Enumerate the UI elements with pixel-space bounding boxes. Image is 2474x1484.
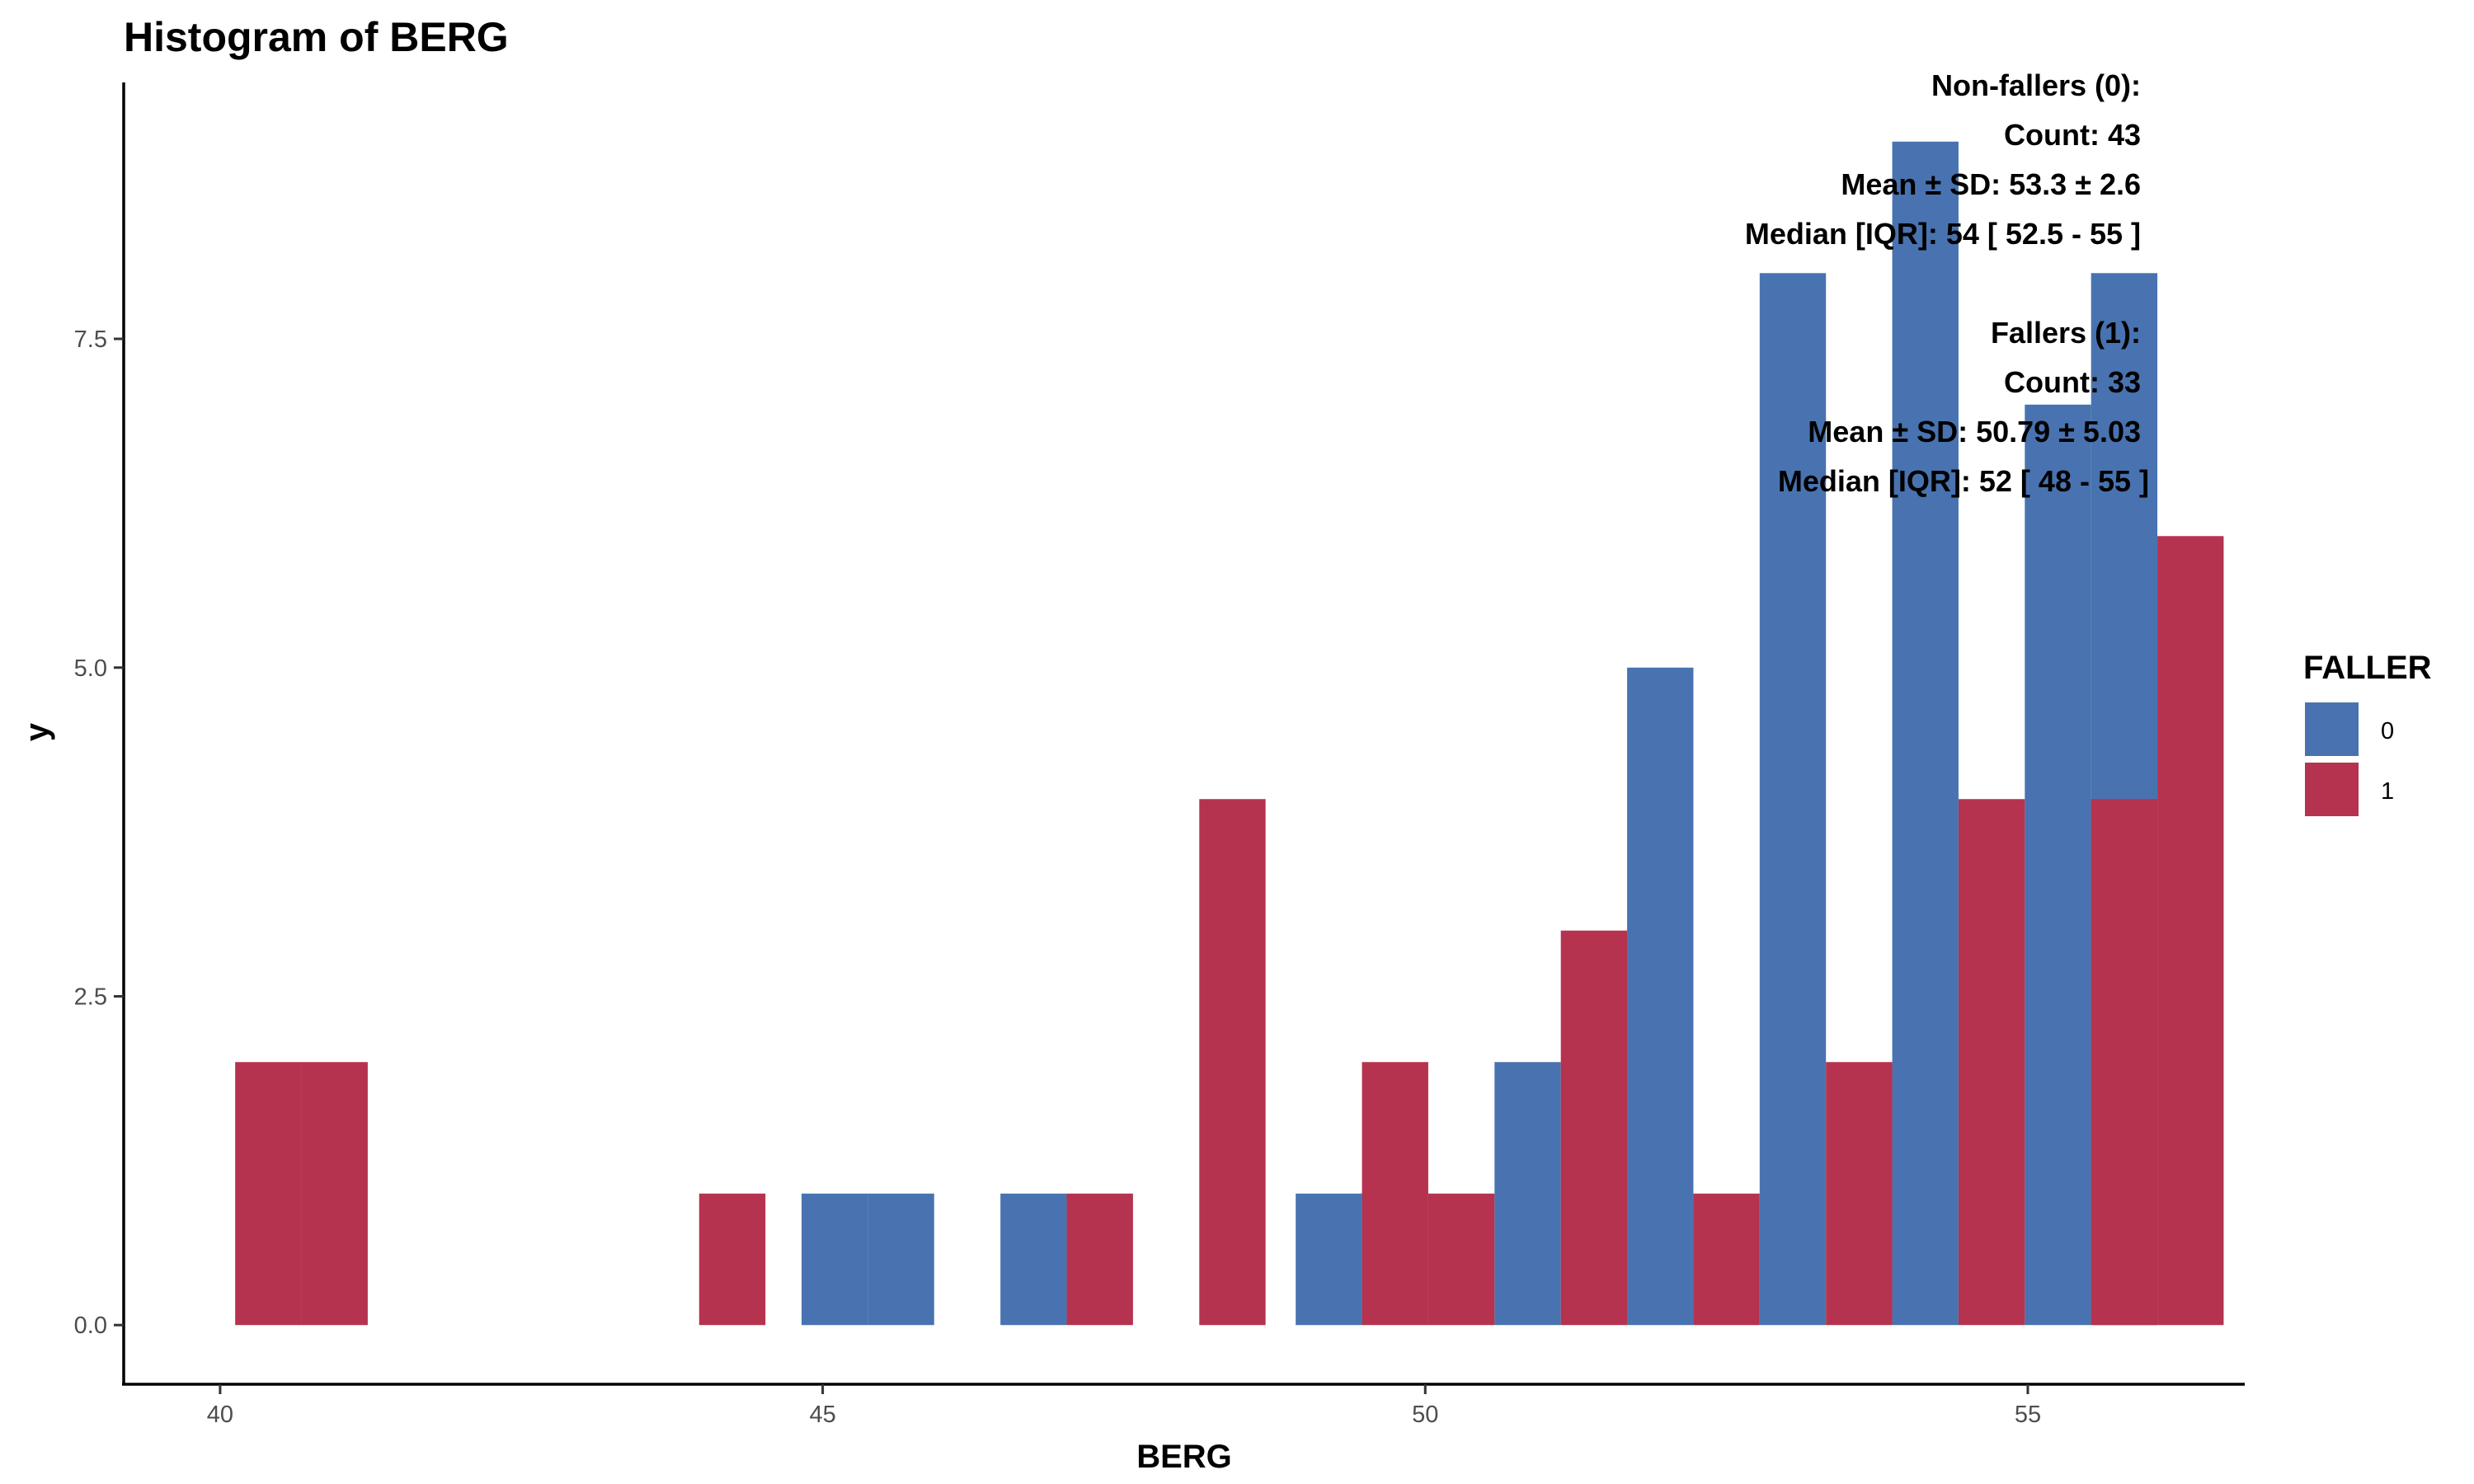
bar-faller-1-2: [698, 1193, 766, 1326]
legend-label-0: 0: [2381, 718, 2394, 744]
y-axis-ticks: 0.0 2.5 5.0 7.5: [74, 326, 124, 1339]
bar-faller-1-10: [1958, 799, 2025, 1326]
annotation-line-2: Mean ± SD: 53.3 ± 2.6: [1841, 167, 2141, 201]
annotation-line-3: Median [IQR]: 54 [ 52.5 - 55 ]: [1745, 217, 2141, 251]
bar-faller-1-0: [235, 1062, 302, 1326]
annotation-line-1: Count: 43: [2004, 118, 2141, 152]
y-tick-label: 5.0: [74, 655, 107, 682]
bar-faller-1-8: [1693, 1193, 1760, 1326]
annotation-line-0: Non-fallers (0):: [1931, 68, 2141, 102]
legend-key-0: [2305, 702, 2359, 756]
x-tick-label: 55: [2015, 1402, 2041, 1428]
bar-faller-0-0: [802, 1193, 868, 1326]
bar-faller-1-4: [1199, 799, 1266, 1326]
bar-faller-1-7: [1560, 930, 1628, 1326]
annotation-line-5: Count: 33: [2004, 365, 2141, 399]
legend-key-1: [2305, 763, 2359, 816]
annotation-line-7: Median [IQR]: 52 [ 48 - 55 ]: [1778, 464, 2149, 498]
bar-faller-0-7: [1892, 141, 1959, 1326]
y-axis-title: y: [19, 722, 55, 741]
x-tick-label: 50: [1412, 1402, 1438, 1428]
x-tick-label: 40: [207, 1402, 233, 1428]
bar-faller-0-3: [1296, 1193, 1362, 1326]
bar-faller-1-11: [2091, 799, 2158, 1326]
bar-faller-1-6: [1427, 1193, 1495, 1326]
bar-faller-1-12: [2157, 536, 2224, 1326]
x-axis-ticks: 40 45 50 55: [207, 1384, 2041, 1428]
y-tick-label: 0.0: [74, 1313, 107, 1339]
bar-faller-1-3: [1066, 1193, 1133, 1326]
bar-faller-1-9: [1826, 1062, 1893, 1326]
annotation-line-4: Fallers (1):: [1991, 316, 2141, 350]
x-tick-label: 45: [809, 1402, 835, 1428]
chart-title: Histogram of BERG: [124, 14, 509, 60]
y-tick-label: 2.5: [74, 984, 107, 1010]
bar-faller-0-2: [1000, 1193, 1067, 1326]
legend: FALLER 0 1: [2303, 650, 2432, 816]
summary-annotations: Non-fallers (0): Count: 43 Mean ± SD: 53.3…: [1745, 68, 2149, 498]
bar-faller-1-1: [301, 1062, 368, 1326]
bar-faller-1-5: [1362, 1062, 1428, 1326]
bar-faller-0-5: [1627, 667, 1694, 1326]
bar-faller-0-8: [2025, 404, 2091, 1326]
annotation-line-6: Mean ± SD: 50.79 ± 5.03: [1808, 415, 2141, 448]
x-axis-title: BERG: [1136, 1439, 1232, 1475]
bar-faller-0-4: [1494, 1062, 1561, 1326]
y-tick-label: 7.5: [74, 326, 107, 353]
bar-faller-0-6: [1759, 273, 1827, 1326]
bars-group: [235, 141, 2224, 1326]
legend-label-1: 1: [2381, 778, 2394, 805]
legend-title: FALLER: [2303, 650, 2432, 686]
bar-faller-0-1: [868, 1193, 934, 1326]
